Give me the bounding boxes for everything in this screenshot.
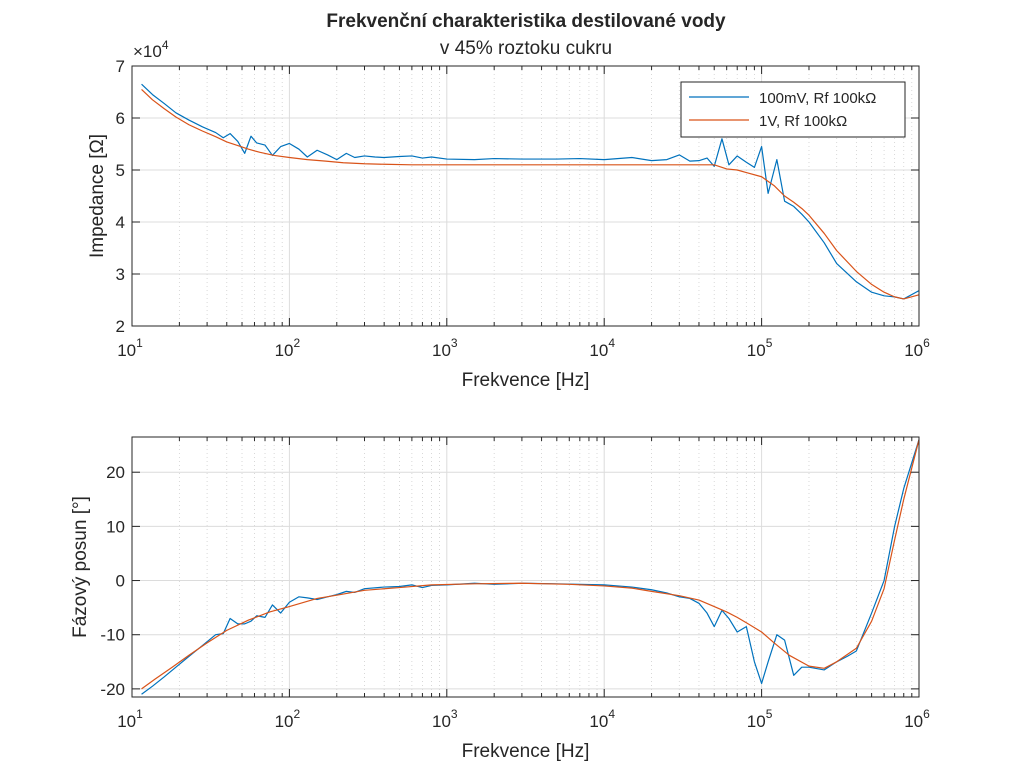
impedance-x-tick-label: 104 <box>589 336 615 360</box>
impedance-plot: 101 102 103 104 105 106 2 3 4 5 6 7 Frekvence [Hz] Im… <box>87 38 930 391</box>
impedance-y-exponent-label: ×104 <box>133 38 169 61</box>
phase-y-tick-label: 10 <box>106 517 125 536</box>
phase-axes-frame <box>131 436 920 698</box>
phase-x-tick-label: 103 <box>432 707 458 731</box>
impedance-x-tick-label: 105 <box>747 336 773 360</box>
impedance-x-tick-label: 102 <box>275 336 301 360</box>
impedance-x-axis-label: Frekvence [Hz] <box>462 370 590 391</box>
phase-y-tick-label: -20 <box>100 680 125 699</box>
phase-y-tick-label: 0 <box>116 572 125 591</box>
legend-label-1: 100mV, Rf 100kΩ <box>759 90 876 107</box>
legend-label-2: 1V, Rf 100kΩ <box>759 113 847 130</box>
impedance-y-tick-label: 3 <box>116 265 125 284</box>
phase-plot-area <box>132 437 919 697</box>
chart-title: Frekvenční charakteristika destilované v… <box>326 11 726 32</box>
impedance-y-tick-label: 4 <box>116 213 125 232</box>
chart-subtitle: v 45% roztoku cukru <box>440 38 612 59</box>
phase-x-tick-label: 101 <box>117 707 143 731</box>
impedance-axes-frame <box>131 65 920 327</box>
phase-series-2-line <box>141 439 920 690</box>
phase-x-tick-label: 105 <box>747 707 773 731</box>
phase-x-tick-label: 102 <box>275 707 301 731</box>
impedance-y-tick-label: 5 <box>116 161 125 180</box>
phase-y-tick-label: -10 <box>100 626 125 645</box>
impedance-series-1-line <box>141 83 920 300</box>
phase-x-axis-label: Frekvence [Hz] <box>462 741 590 762</box>
impedance-y-tick-label: 7 <box>116 57 125 76</box>
legend-box <box>680 81 906 138</box>
phase-y-tick-label: 20 <box>106 463 125 482</box>
phase-x-tick-label: 106 <box>904 707 930 731</box>
phase-plot: 101 102 103 104 105 106 -20 -10 0 10 20 Frekvence [… <box>70 436 930 762</box>
phase-x-tick-label: 104 <box>589 707 615 731</box>
phase-y-axis-label: Fázový posun [°] <box>70 496 91 638</box>
impedance-series-2-line <box>141 88 920 300</box>
impedance-x-tick-label: 101 <box>117 336 143 360</box>
impedance-y-tick-label: 2 <box>116 317 125 336</box>
impedance-x-tick-label: 103 <box>432 336 458 360</box>
impedance-x-tick-label: 106 <box>904 336 930 360</box>
impedance-y-axis-label: Impedance [Ω] <box>87 134 108 258</box>
impedance-legend: 100mV, Rf 100kΩ 1V, Rf 100kΩ <box>680 81 906 138</box>
impedance-y-tick-label: 6 <box>116 109 125 128</box>
